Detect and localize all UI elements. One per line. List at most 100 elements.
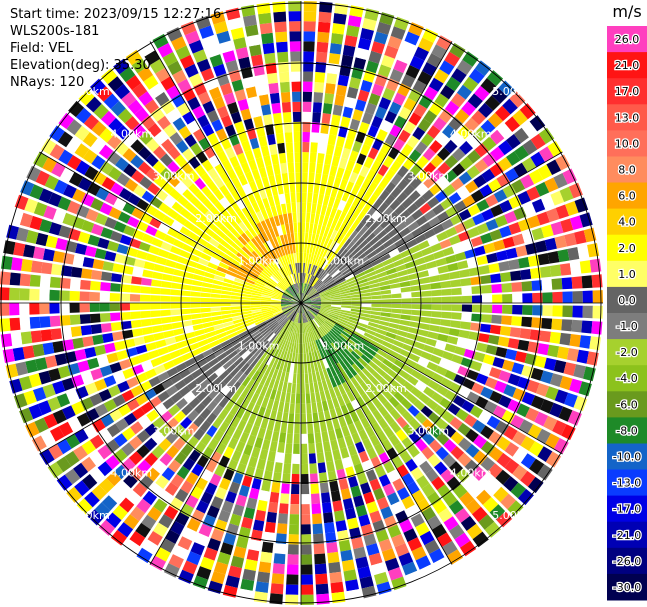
range-gate [236,186,247,198]
range-gate [445,226,458,238]
range-gate [562,291,573,303]
range-gate [328,240,337,251]
range-gate [285,265,291,276]
range-gate [355,222,365,233]
range-gate [279,234,286,246]
range-gate [301,293,305,303]
range-gate [298,293,301,303]
range-gate [389,199,401,211]
range-gate [242,261,253,270]
range-gate [355,99,367,112]
range-gate [145,225,158,237]
range-gate [75,243,88,255]
range-gate [257,275,268,283]
range-gate [326,228,334,239]
range-gate [310,142,318,153]
range-gate [222,50,236,63]
range-gate [476,222,489,235]
range-gate [486,70,504,87]
range-gate [320,204,328,216]
range-gate [307,287,315,296]
range-gate [278,61,289,73]
range-gate [369,254,380,263]
range-gate [84,165,99,181]
range-gate [425,260,438,270]
range-gate [310,297,321,301]
range-gate [537,164,553,180]
range-gate [208,237,220,248]
range-gate [313,266,320,277]
range-gate [149,58,166,74]
range-gate [210,293,221,298]
range-gate [218,261,230,270]
range-gate [494,214,508,228]
range-gate [302,101,312,112]
range-gate [21,258,33,272]
range-gate [210,11,226,25]
range-gate [284,276,291,286]
range-gate [85,208,99,222]
range-gate [181,175,194,188]
range-gate [307,263,312,274]
range-gate [231,177,242,189]
range-gate [374,244,386,254]
range-gate [500,271,512,282]
range-gate [193,82,207,96]
range-gate [302,272,305,283]
range-gate [233,165,244,177]
range-gate [535,240,548,253]
range-gate [508,195,522,209]
range-gate [389,283,401,289]
range-gate [454,108,470,124]
range-gate [274,287,284,294]
range-gate [275,204,283,216]
range-gate [249,137,260,150]
range-gate [342,44,356,57]
range-gate [329,165,338,177]
range-gate [287,162,295,173]
range-gate [98,144,114,160]
range-gate [547,141,563,157]
range-gate [363,156,375,169]
range-gate [538,146,554,163]
range-gate [435,190,448,203]
range-gate [261,256,270,266]
range-gate [221,290,232,295]
range-gate [302,283,305,294]
range-gate [141,115,156,130]
range-gate [413,46,429,61]
range-gate [357,278,368,285]
range-gate [384,194,396,206]
range-gate [213,189,225,201]
range-gate [324,93,335,105]
range-gate [302,91,313,102]
range-gate [230,228,241,239]
range-gate [270,299,281,302]
range-gate [567,247,580,261]
range-gate [74,125,90,142]
range-gate [348,281,359,288]
range-gate [174,168,187,181]
range-gate [240,162,251,174]
range-gate [307,233,312,244]
range-gate [301,295,309,303]
range-gate [298,252,301,263]
range-gate [368,278,379,285]
range-gate [6,224,19,240]
range-gate [587,243,600,258]
range-gate [405,64,420,79]
range-gate [430,242,442,253]
range-gate [270,205,278,217]
range-gate [339,287,350,293]
range-gate [312,277,319,287]
range-gate [82,149,98,164]
range-gate [270,184,278,196]
range-gate [254,262,264,271]
range-gate [415,215,428,227]
range-gate [444,155,459,169]
range-gate [162,215,175,227]
range-gate [492,294,503,303]
range-gate [68,100,85,118]
range-gate [299,262,301,273]
range-gate [234,277,245,284]
